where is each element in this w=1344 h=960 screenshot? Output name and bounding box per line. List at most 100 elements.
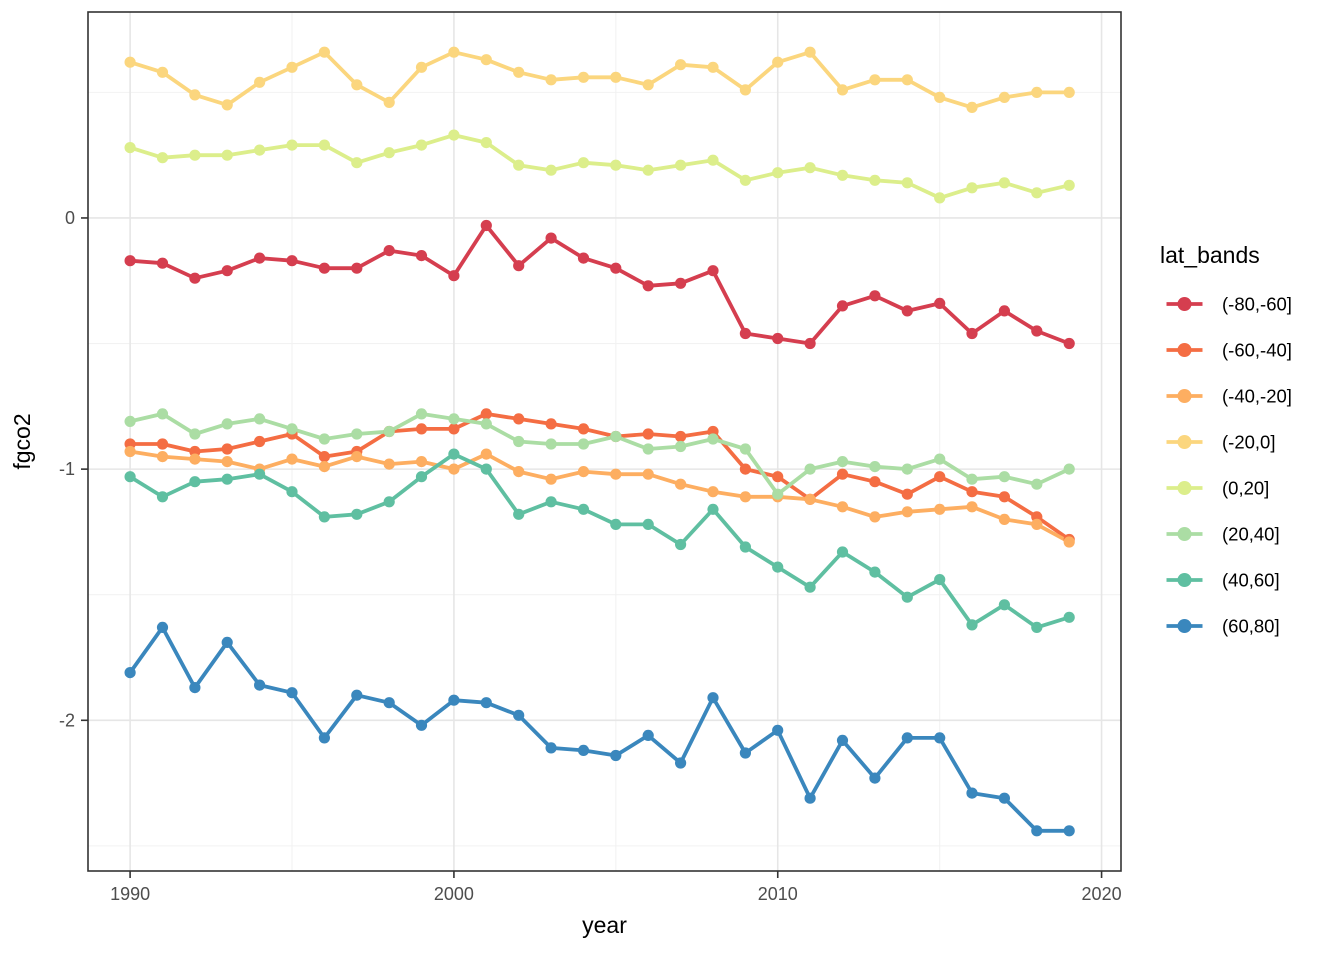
data-point xyxy=(254,468,266,480)
data-point xyxy=(934,453,946,465)
data-point xyxy=(448,694,460,706)
data-point xyxy=(739,84,752,96)
data-point xyxy=(156,66,169,78)
data-point xyxy=(415,471,428,483)
data-point xyxy=(318,46,330,58)
y-tick-label: -2 xyxy=(59,710,75,730)
data-point xyxy=(189,428,201,440)
data-point xyxy=(480,137,492,149)
data-point xyxy=(836,501,849,513)
data-point xyxy=(513,508,525,520)
data-point xyxy=(221,418,233,430)
legend-items: (-80,-60] (-60,-40] (-40,-20] (-20,0] (0,20]… xyxy=(1166,294,1292,637)
data-point xyxy=(1063,337,1075,350)
data-point xyxy=(901,305,913,317)
data-point xyxy=(545,232,557,244)
legend-item-label: (20,40] xyxy=(1222,524,1280,545)
series-line-(20,40] xyxy=(128,411,1072,497)
data-point xyxy=(707,265,719,277)
data-point xyxy=(480,697,492,709)
data-point xyxy=(545,164,557,176)
data-point xyxy=(966,101,978,113)
data-point xyxy=(610,518,622,531)
data-point xyxy=(448,448,460,460)
data-point xyxy=(124,255,136,267)
data-point xyxy=(1031,86,1043,98)
data-point xyxy=(383,496,395,508)
data-point xyxy=(610,262,622,274)
data-point xyxy=(254,413,266,425)
data-point xyxy=(966,473,978,485)
data-point xyxy=(513,66,525,78)
data-point xyxy=(934,297,946,309)
legend-key-point xyxy=(1177,389,1192,403)
series-points-(20,40] xyxy=(124,408,1075,500)
data-point xyxy=(318,461,330,473)
data-point xyxy=(448,270,460,282)
legend-key-point xyxy=(1177,527,1192,541)
data-point xyxy=(156,438,169,450)
data-point xyxy=(448,46,460,58)
data-point xyxy=(966,619,978,631)
data-point xyxy=(124,56,136,68)
data-point xyxy=(675,757,687,769)
legend-key-point xyxy=(1177,297,1192,311)
data-point xyxy=(480,448,492,460)
data-point xyxy=(1063,536,1075,548)
legend-key-point xyxy=(1177,481,1192,495)
data-point xyxy=(124,415,136,427)
data-point xyxy=(675,440,687,453)
data-point xyxy=(577,438,590,450)
data-point xyxy=(351,689,363,701)
data-point xyxy=(189,149,201,161)
data-point xyxy=(610,71,622,83)
series-line-(-20,0] xyxy=(128,50,1072,110)
x-tick-label: 2010 xyxy=(758,884,798,904)
legend-item-label: (40,60] xyxy=(1222,570,1280,591)
data-point xyxy=(934,471,946,483)
data-point xyxy=(448,463,460,475)
data-point xyxy=(836,456,849,468)
data-point xyxy=(804,162,816,174)
data-point xyxy=(156,451,169,463)
data-point xyxy=(772,56,784,68)
data-point xyxy=(739,541,752,553)
data-point xyxy=(513,159,525,171)
data-point xyxy=(998,513,1011,526)
data-point xyxy=(934,192,946,204)
data-point xyxy=(1063,179,1075,191)
data-point xyxy=(675,59,687,71)
legend-key-point xyxy=(1177,573,1192,587)
data-point xyxy=(772,488,784,500)
data-point xyxy=(189,272,201,284)
data-point xyxy=(1063,86,1075,98)
data-point xyxy=(869,74,881,86)
data-point xyxy=(707,154,719,166)
series-points xyxy=(124,46,1075,837)
x-tick-label: 2000 xyxy=(434,884,474,904)
data-point xyxy=(966,182,978,194)
legend-item-label: (-60,-40] xyxy=(1222,340,1292,361)
data-point xyxy=(739,443,752,455)
x-tick-label: 1990 xyxy=(110,884,150,904)
data-point xyxy=(545,742,557,754)
data-point xyxy=(415,139,428,151)
data-point xyxy=(675,159,687,171)
data-point xyxy=(221,265,233,277)
data-point xyxy=(836,300,849,312)
data-point xyxy=(189,89,201,101)
data-point xyxy=(642,729,654,742)
data-point xyxy=(415,250,428,262)
legend-item-label: (0,20] xyxy=(1222,478,1269,499)
legend-item-(-40,-20]: (-40,-20] xyxy=(1166,386,1292,407)
data-point xyxy=(254,679,266,691)
series-points-(0,20] xyxy=(124,129,1075,204)
data-point xyxy=(383,425,395,438)
data-point xyxy=(124,667,136,679)
data-point xyxy=(513,413,525,425)
data-point xyxy=(318,451,330,463)
data-point xyxy=(480,418,492,430)
legend-item-label: (-80,-60] xyxy=(1222,294,1292,315)
series-line-(40,60] xyxy=(128,452,1072,630)
data-point xyxy=(1063,463,1075,475)
